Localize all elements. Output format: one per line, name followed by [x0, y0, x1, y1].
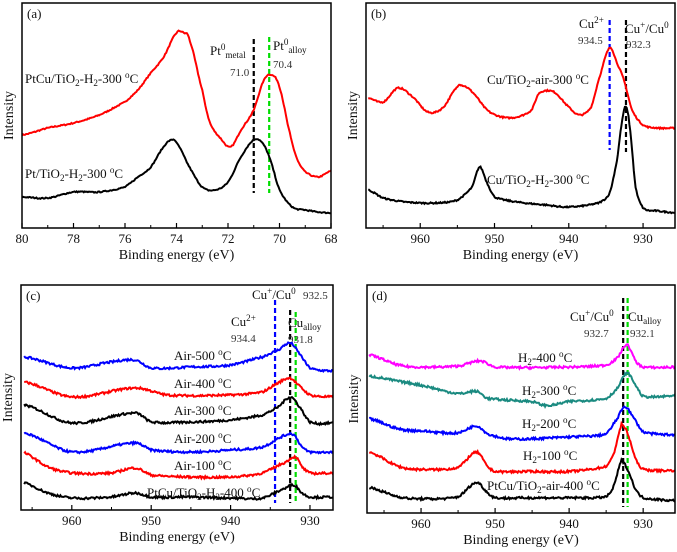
x-tick-label: 950	[485, 516, 505, 531]
reference-value: 932.3	[626, 39, 651, 51]
plot-frame	[365, 2, 676, 229]
series-label: Air-300 oC	[174, 402, 231, 418]
reference-value: 934.4	[231, 333, 256, 345]
reference-value: 70.4	[273, 59, 293, 71]
x-axis-label: Binding energy (eV)	[463, 248, 579, 263]
reference-label: Cualloy	[288, 315, 322, 332]
x-axis-label: Binding energy (eV)	[119, 530, 235, 545]
series-line	[368, 371, 675, 410]
series-label: H2-300 oC	[522, 382, 576, 400]
series-line	[23, 341, 333, 374]
x-tick-label: 940	[221, 513, 241, 528]
panel-label: (d)	[372, 288, 387, 303]
series-label: PtCu/TiO2-air-400 oC	[487, 477, 600, 495]
reference-label: Cu+/Cu0	[252, 286, 296, 302]
panel-label: (b)	[371, 6, 386, 21]
plot-frame	[20, 284, 334, 511]
panel-label: (a)	[27, 6, 41, 21]
series-line	[368, 105, 675, 215]
reference-label: Pt0alloy	[273, 37, 307, 55]
reference-value: 932.5	[303, 290, 328, 302]
reference-value: 932.7	[584, 328, 609, 340]
reference-label: Cu2+	[579, 15, 604, 31]
series-line	[368, 420, 675, 475]
x-tick-label: 930	[300, 513, 320, 528]
y-axis-label: Intensity	[2, 91, 17, 140]
series-label: Air-500 oC	[174, 347, 231, 363]
series-line	[22, 138, 331, 215]
series-line	[23, 395, 333, 427]
plot-frame	[366, 284, 676, 514]
panel-d: Cu+/Cu0 932.7 Cualloy 932.1 H2-400 oC H2-300 …	[347, 284, 676, 548]
reference-label: Cualloy	[628, 309, 662, 326]
x-tick-label: 960	[411, 516, 431, 531]
x-tick-label: 72	[222, 231, 235, 246]
x-tick-label: 940	[559, 516, 579, 531]
y-axis-label: Intensity	[1, 373, 16, 422]
y-axis-label: Intensity	[347, 375, 362, 424]
x-tick-label: 950	[485, 231, 505, 246]
series-line	[24, 376, 333, 400]
series-label: PtCu/TiO2-H2-400 oC	[147, 484, 260, 502]
panel-c: Cu2+ 934.4 Cu+/Cu0 932.5 Cualloy 931.8 Air-500…	[1, 284, 334, 545]
series-line	[23, 481, 333, 502]
y-axis-label: Intensity	[346, 91, 361, 140]
x-tick-label: 76	[119, 231, 133, 246]
x-axis-label: Binding energy (eV)	[119, 248, 235, 263]
series-label: H2-200 oC	[522, 415, 576, 433]
x-tick-label: 950	[141, 513, 161, 528]
series-line	[368, 457, 675, 504]
x-tick-label: 930	[633, 231, 653, 246]
series-label: Air-200 oC	[174, 430, 231, 446]
series-line	[368, 343, 675, 371]
x-tick-label: 930	[633, 516, 653, 531]
reference-label: Cu+/Cu0	[570, 308, 614, 324]
reference-value: 931.8	[288, 334, 313, 346]
series-label: Pt/TiO2-H2-300 oC	[25, 165, 123, 183]
panel-label: (c)	[26, 288, 40, 303]
x-tick-label: 78	[67, 231, 80, 246]
x-tick-label: 68	[325, 231, 338, 246]
panel-a: Pt0metal 71.0 Pt0alloy 70.4 PtCu/TiO2-H2-300…	[2, 2, 338, 263]
reference-label: Cu2+	[231, 313, 256, 329]
x-tick-label: 940	[559, 231, 579, 246]
x-tick-label: 74	[170, 231, 184, 246]
panel-b: Cu2+ 934.5 Cu+/Cu0 932.3 Cu/TiO2-air-300 oC C…	[346, 2, 676, 263]
series-label: Air-400 oC	[174, 375, 231, 391]
series-label: H2-100 oC	[523, 447, 577, 465]
series-line	[23, 450, 333, 481]
series-label: H2-400 oC	[518, 349, 572, 367]
reference-label: Cu+/Cu0	[625, 20, 669, 36]
reference-value: 932.1	[630, 328, 655, 340]
x-tick-label: 70	[273, 231, 286, 246]
series-label: Air-100 oC	[174, 457, 231, 473]
series-label: Cu/TiO2-air-300 oC	[487, 71, 589, 89]
reference-value: 934.5	[578, 35, 603, 47]
x-tick-label: 960	[62, 513, 82, 528]
x-tick-label: 80	[16, 231, 29, 246]
series-line	[22, 29, 331, 179]
x-tick-label: 960	[410, 231, 430, 246]
series-line	[23, 431, 333, 456]
series-line	[368, 405, 675, 442]
series-label: PtCu/TiO2-H2-300 oC	[25, 70, 138, 88]
series-label: Cu/TiO2-H2-300 oC	[487, 171, 589, 189]
reference-value: 71.0	[230, 67, 250, 79]
x-axis-label: Binding energy (eV)	[463, 533, 579, 548]
reference-label: Pt0metal	[210, 42, 246, 60]
series-line	[367, 46, 675, 131]
